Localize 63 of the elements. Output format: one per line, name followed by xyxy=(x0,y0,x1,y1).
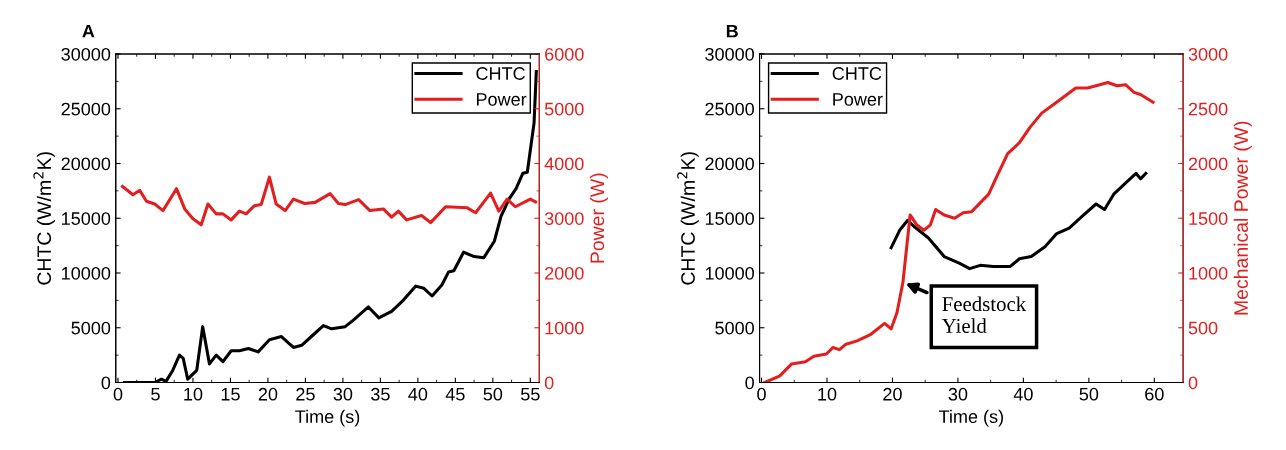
y2-tick-label: 0 xyxy=(1188,376,1198,390)
x-tick-label: 5 xyxy=(151,388,160,401)
legend-label: Power xyxy=(476,93,527,106)
annotation: Feedstock Yield xyxy=(941,296,1027,333)
y2-tick-label: 6000 xyxy=(545,47,584,61)
legend-label: Power xyxy=(833,93,883,106)
chart-title: B xyxy=(726,24,738,38)
y-tick-label: 15000 xyxy=(62,212,111,225)
x-tick-label: 50 xyxy=(483,387,503,401)
line-series xyxy=(763,80,1155,383)
y-tick-label: 15000 xyxy=(705,212,754,225)
x-tick-label: 60 xyxy=(1145,387,1164,401)
x-tick-label: 30 xyxy=(333,387,353,401)
y-axis-title: CHTC (W/m$^{2}$K) xyxy=(677,152,699,285)
y-tick-label: 10000 xyxy=(62,266,111,280)
x-tick-label: 15 xyxy=(221,388,240,401)
y2-tick-label: 2000 xyxy=(1188,157,1228,171)
line-series xyxy=(889,171,1148,271)
x-tick-label: 50 xyxy=(1079,387,1099,401)
y2-tick-label: 2000 xyxy=(545,266,584,280)
x-tick-label: 35 xyxy=(371,387,390,401)
y2-tick-label: 4000 xyxy=(544,157,584,171)
legend-label: CHTC xyxy=(832,67,882,80)
x-axis-title: Time (s) xyxy=(938,409,1003,427)
y-tick-label: 25000 xyxy=(61,102,111,116)
y-tick-label: 5000 xyxy=(71,321,111,335)
y2-axis-title: Mechanical Power (W) xyxy=(1233,121,1252,315)
y2-tick-label: 1500 xyxy=(1189,212,1228,225)
y-tick-label: 25000 xyxy=(705,102,754,116)
y2-tick-label: 500 xyxy=(1188,321,1218,335)
y2-tick-label: 1000 xyxy=(1189,266,1228,280)
y-tick-label: 20000 xyxy=(705,157,754,171)
y-tick-label: 30000 xyxy=(61,47,111,61)
y2-tick-label: 3000 xyxy=(544,212,584,225)
y2-tick-label: 5000 xyxy=(544,102,584,116)
y2-tick-label: 1000 xyxy=(545,321,584,335)
x-tick-label: 25 xyxy=(296,387,315,401)
chart-title: A xyxy=(82,24,95,38)
y-tick-label: 5000 xyxy=(715,321,754,335)
x-tick-label: 40 xyxy=(408,387,428,401)
y2-tick-label: 2500 xyxy=(1188,102,1228,116)
x-tick-label: 0 xyxy=(113,387,123,401)
line-series xyxy=(120,175,538,227)
x-tick-label: 55 xyxy=(520,388,540,401)
y2-axis-title: Power (W) xyxy=(589,173,608,263)
x-tick-label: 20 xyxy=(258,387,278,401)
y-tick-label: 0 xyxy=(101,376,111,390)
y-tick-label: 0 xyxy=(745,376,754,390)
y-axis-title: CHTC (W/m$^{2}$K) xyxy=(33,152,55,285)
x-tick-label: 20 xyxy=(883,387,902,401)
x-tick-label: 30 xyxy=(948,387,968,401)
y-tick-label: 10000 xyxy=(705,266,754,280)
y2-tick-label: 3000 xyxy=(1188,47,1228,61)
y-tick-label: 20000 xyxy=(61,157,111,171)
y-tick-label: 30000 xyxy=(705,47,754,61)
x-tick-label: 45 xyxy=(445,388,465,401)
x-tick-label: 0 xyxy=(757,387,766,401)
x-axis-title: Time (s) xyxy=(295,409,360,427)
x-tick-label: 40 xyxy=(1013,387,1033,401)
legend-label: CHTC xyxy=(476,67,525,80)
x-tick-label: 10 xyxy=(184,387,203,401)
x-tick-label: 10 xyxy=(818,387,837,401)
y2-tick-label: 0 xyxy=(544,376,554,390)
